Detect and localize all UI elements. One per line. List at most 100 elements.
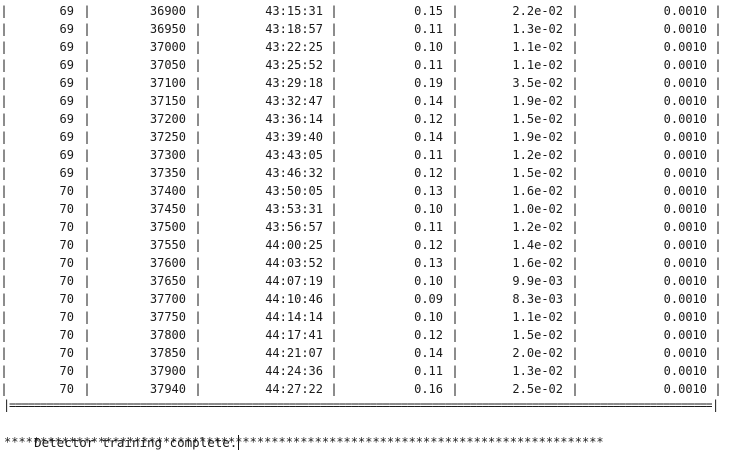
column-separator: | (451, 76, 459, 90)
column-separator: | (451, 310, 459, 324)
table-row: | | | | | | | 69 37100 43:29:18 0.19 3.5e-02 0.0010 (0, 74, 739, 92)
completion-message: Detector training complete. (34, 435, 238, 450)
epoch-cell: 70 (59, 328, 74, 342)
epoch-cell: 70 (59, 274, 74, 288)
loss-cell: 0.19 (414, 76, 443, 90)
column-separator: | (714, 148, 722, 162)
column-separator: | (83, 76, 91, 90)
loss-cell: 0.10 (414, 274, 443, 288)
error-cell: 1.6e-02 (512, 256, 563, 270)
iteration-cell: 37100 (149, 76, 186, 90)
column-separator: | (330, 166, 338, 180)
column-separator: | (330, 130, 338, 144)
iteration-cell: 37050 (149, 58, 186, 72)
column-separator: | (330, 220, 338, 234)
column-separator: | (714, 166, 722, 180)
column-separator: | (194, 148, 202, 162)
time-cell: 43:22:25 (265, 40, 323, 54)
column-separator: | (451, 58, 459, 72)
error-cell: 1.3e-02 (512, 364, 563, 378)
column-separator: | (571, 22, 579, 36)
loss-cell: 0.10 (414, 40, 443, 54)
learning-rate-cell: 0.0010 (663, 148, 707, 162)
iteration-cell: 37250 (149, 130, 186, 144)
column-separator: | (451, 274, 459, 288)
column-separator: | (0, 166, 8, 180)
iteration-cell: 37300 (149, 148, 186, 162)
time-cell: 44:21:07 (265, 346, 323, 360)
column-separator: | (194, 202, 202, 216)
column-separator: | (714, 274, 722, 288)
column-separator: | (571, 292, 579, 306)
time-cell: 43:32:47 (265, 94, 323, 108)
error-cell: 1.2e-02 (512, 148, 563, 162)
column-separator: | (451, 166, 459, 180)
column-separator: | (330, 202, 338, 216)
column-separator: | (194, 40, 202, 54)
iteration-cell: 37750 (149, 310, 186, 324)
column-separator: | (451, 238, 459, 252)
time-cell: 43:39:40 (265, 130, 323, 144)
learning-rate-cell: 0.0010 (663, 58, 707, 72)
column-separator: | (194, 238, 202, 252)
iteration-cell: 37150 (149, 94, 186, 108)
column-separator: | (0, 310, 8, 324)
column-separator: | (0, 130, 8, 144)
error-cell: 2.2e-02 (512, 4, 563, 18)
error-cell: 1.5e-02 (512, 328, 563, 342)
completion-message-line[interactable]: Detector training complete. (4, 416, 240, 450)
table-row: | | | | | | | 69 37350 43:46:32 0.12 1.5e-02 0.0010 (0, 164, 739, 182)
column-separator: | (714, 22, 722, 36)
column-separator: | (83, 364, 91, 378)
learning-rate-cell: 0.0010 (663, 22, 707, 36)
table-row: | | | | | | | 69 36950 43:18:57 0.11 1.3e-02 0.0010 (0, 20, 739, 38)
time-cell: 43:18:57 (265, 22, 323, 36)
column-separator: | (571, 4, 579, 18)
column-separator: | (451, 94, 459, 108)
column-separator: | (194, 256, 202, 270)
column-separator: | (330, 364, 338, 378)
column-separator: | (714, 220, 722, 234)
epoch-cell: 69 (59, 40, 74, 54)
column-separator: | (330, 346, 338, 360)
column-separator: | (330, 58, 338, 72)
column-separator: | (714, 364, 722, 378)
column-separator: | (83, 238, 91, 252)
column-separator: | (571, 346, 579, 360)
loss-cell: 0.12 (414, 328, 443, 342)
error-cell: 3.5e-02 (512, 76, 563, 90)
epoch-cell: 69 (59, 76, 74, 90)
epoch-cell: 70 (59, 292, 74, 306)
column-separator: | (83, 256, 91, 270)
column-separator: | (451, 256, 459, 270)
error-cell: 1.9e-02 (512, 94, 563, 108)
column-separator: | (83, 310, 91, 324)
column-separator: | (194, 364, 202, 378)
table-row: | | | | | | | 69 37250 43:39:40 0.14 1.9e-02 0.0010 (0, 128, 739, 146)
table-row: | | | | | | | 70 37600 44:03:52 0.13 1.6e-02 0.0010 (0, 254, 739, 272)
column-separator: | (194, 58, 202, 72)
loss-cell: 0.11 (414, 148, 443, 162)
iteration-cell: 37900 (149, 364, 186, 378)
table-row: | | | | | | | 70 37400 43:50:05 0.13 1.6e-02 0.0010 (0, 182, 739, 200)
column-separator: | (714, 94, 722, 108)
column-separator: | (0, 274, 8, 288)
divider-equals-line: ========================================… (9, 398, 712, 412)
error-cell: 1.0e-02 (512, 202, 563, 216)
column-separator: | (330, 328, 338, 342)
column-separator: | (330, 184, 338, 198)
column-separator: | (451, 184, 459, 198)
column-separator: | (194, 274, 202, 288)
column-separator: | (571, 58, 579, 72)
column-separator: | (571, 166, 579, 180)
iteration-cell: 37700 (149, 292, 186, 306)
error-cell: 1.5e-02 (512, 166, 563, 180)
column-separator: | (0, 112, 8, 126)
column-separator: | (571, 310, 579, 324)
column-separator: | (451, 220, 459, 234)
column-separator: | (571, 40, 579, 54)
error-cell: 1.4e-02 (512, 238, 563, 252)
column-separator: | (330, 256, 338, 270)
iteration-cell: 37650 (149, 274, 186, 288)
loss-cell: 0.10 (414, 202, 443, 216)
